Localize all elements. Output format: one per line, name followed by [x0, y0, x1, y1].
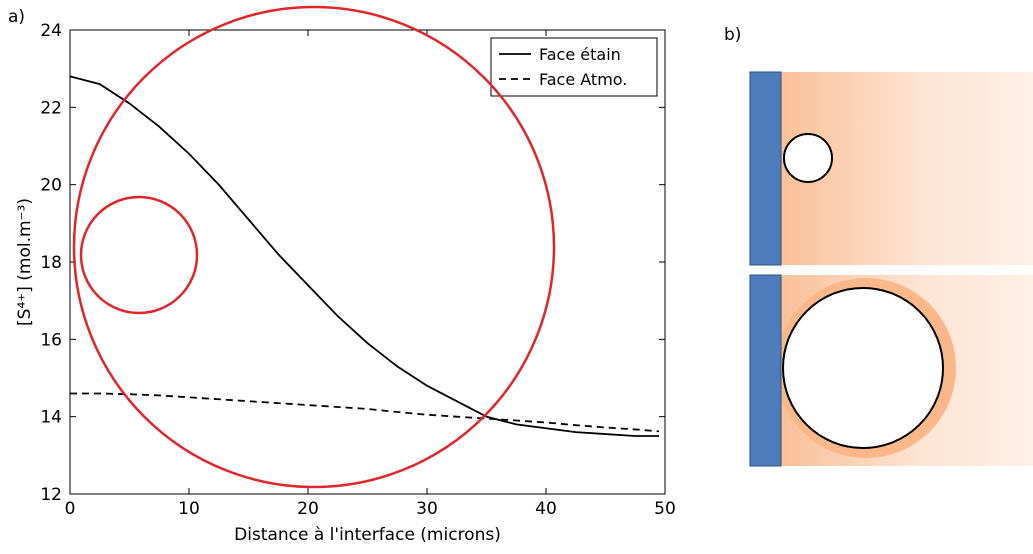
bubble: [782, 287, 944, 449]
plot: 0 10 20 30 40 50 12 14 16 18 20 22 24 Distance à l'in…: [15, 21, 676, 545]
x-axis-label: Distance à l'interface (microns): [234, 525, 501, 545]
x-tick-label: 10: [178, 499, 200, 519]
substrate: [749, 71, 782, 266]
series-line: [69, 75, 660, 437]
highlight-circle: [79, 195, 199, 315]
highlight-circle: [72, 5, 556, 489]
legend-label: Face étain: [539, 45, 621, 64]
x-tick-label: 20: [297, 499, 319, 519]
x-tick-label: 40: [535, 499, 557, 519]
y-tick-label: 22: [40, 98, 62, 118]
legend-box: [490, 37, 658, 97]
panel-label: b): [724, 25, 741, 45]
y-tick-label: 16: [40, 330, 62, 350]
x-tick-label: 30: [416, 499, 438, 519]
y-tick-label: 20: [40, 176, 62, 196]
y-tick-label: 18: [40, 253, 62, 273]
legend-label: Face Atmo.: [539, 70, 627, 89]
substrate: [749, 274, 782, 467]
x-tick-label: 50: [654, 499, 676, 519]
y-axis-label: [S⁴⁺] (mol.m⁻³): [15, 198, 35, 326]
panel-label: a): [8, 7, 25, 27]
y-tick-label: 12: [40, 485, 62, 505]
y-tick-label: 14: [40, 408, 62, 428]
bubble: [783, 133, 833, 183]
x-tick-label: 0: [65, 499, 76, 519]
y-tick-label: 24: [40, 21, 62, 41]
series-line: [70, 392, 660, 433]
diagram: [749, 71, 1033, 467]
